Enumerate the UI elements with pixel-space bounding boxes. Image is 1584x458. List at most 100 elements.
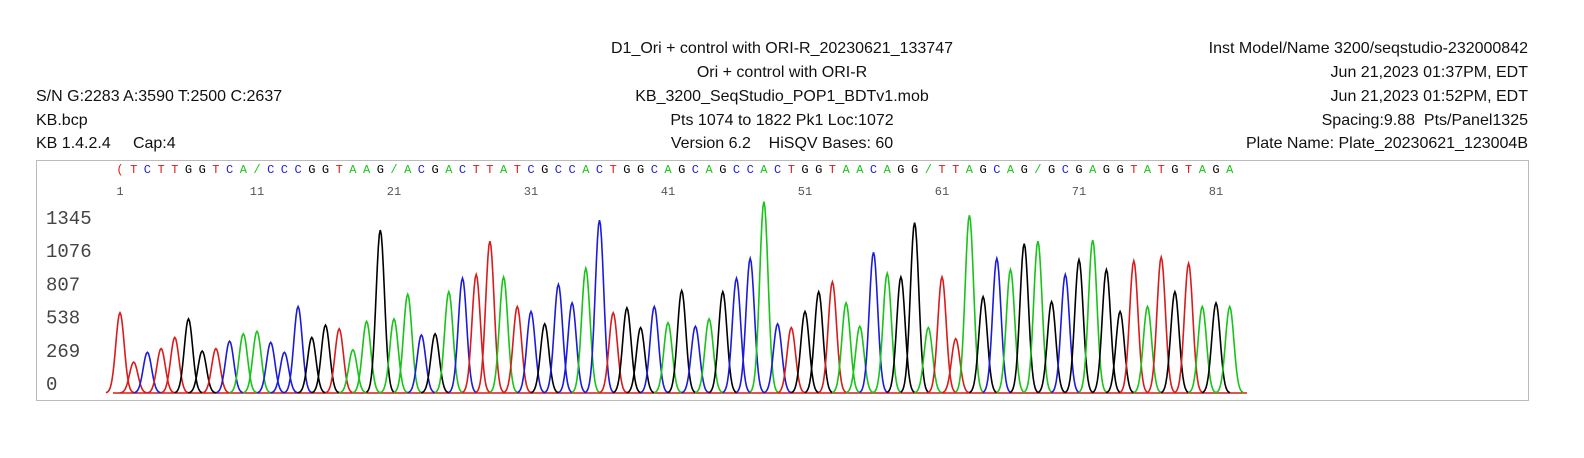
position-label: 41: [661, 185, 675, 199]
base-letter: A: [349, 163, 357, 177]
trace-peak: [352, 319, 381, 394]
trace-peak: [749, 201, 779, 393]
trace-peak: [708, 289, 738, 394]
y-tick-label: 1345: [46, 208, 92, 230]
header-line: KB 1.4.2.4 Cap:4: [36, 135, 176, 153]
trace-peak: [818, 279, 847, 394]
base-letter: C: [418, 163, 425, 177]
base-letter: G: [1075, 163, 1082, 177]
trace-peak: [626, 325, 655, 394]
trace-peak: [160, 336, 190, 394]
trace-peak: [941, 337, 970, 394]
base-letter: C: [733, 163, 740, 177]
trace-peak: [1023, 241, 1053, 394]
position-label: 51: [798, 185, 812, 199]
base-letter: T: [938, 163, 945, 177]
base-letter: C: [774, 163, 781, 177]
base-letter: C: [226, 163, 233, 177]
base-letter: A: [582, 163, 590, 177]
base-letter: C: [267, 163, 274, 177]
header-line: Inst Model/Name 3200/seqstudio-232000842: [1208, 40, 1528, 58]
trace-peak: [338, 348, 368, 394]
header-line: Pts 1074 to 1822 Pk1 Loc:1072: [670, 111, 894, 129]
base-letter: G: [185, 163, 192, 177]
trace-peak: [571, 265, 601, 394]
header-line: Ori + control with ORI-R: [696, 64, 868, 82]
base-letter: T: [610, 163, 617, 177]
header-line: D1_Ori + control with ORI-R_20230621_133…: [611, 40, 953, 58]
trace-peak: [927, 274, 957, 394]
base-letter: A: [445, 163, 453, 177]
base-letter: T: [1130, 163, 1137, 177]
trace-peak: [653, 320, 683, 394]
trace-peak: [324, 327, 354, 394]
base-letter: C: [692, 163, 699, 177]
header-line: Jun 21,2023 01:52PM, EDT: [1330, 87, 1528, 105]
header-center: D1_Ori + control with ORI-R_20230621_133…: [36, 36, 1528, 156]
base-letter: A: [404, 163, 412, 177]
base-letter: T: [486, 163, 493, 177]
trace-peak: [229, 332, 258, 394]
position-label: 61: [935, 185, 949, 199]
base-letter: G: [322, 163, 329, 177]
base-letter: T: [212, 163, 219, 177]
trace-peak: [448, 275, 477, 394]
header: S/N G:2283 A:3590 T:2500 C:2637 KB.bcp KB …: [36, 36, 1528, 156]
base-letter: G: [637, 163, 644, 177]
chart-frame: [36, 160, 1529, 401]
base-letter: C: [527, 163, 534, 177]
trace-peak: [886, 274, 916, 394]
trace-peak: [1160, 289, 1190, 394]
base-letter: /: [1034, 163, 1041, 177]
base-letter: G: [623, 163, 630, 177]
base-letter: G: [815, 163, 822, 177]
base-letter: A: [1144, 163, 1152, 177]
trace-peak: [900, 222, 930, 393]
base-letter: T: [829, 163, 836, 177]
trace-peak: [585, 220, 614, 393]
y-tick-label: 0: [46, 374, 57, 396]
base-letter: G: [719, 163, 726, 177]
trace-peak: [146, 347, 176, 394]
trace-peak: [640, 304, 669, 394]
base-letter: A: [240, 163, 248, 177]
trace-peak: [119, 361, 148, 394]
trace-peak: [667, 288, 697, 394]
header-line: KB.bcp: [36, 111, 88, 129]
trace-peak: [1174, 260, 1204, 394]
trace-peak: [1009, 243, 1039, 394]
trace-peak: [475, 241, 505, 394]
trace-peak: [133, 351, 162, 394]
base-letter: C: [555, 163, 562, 177]
base-letter: T: [157, 163, 164, 177]
trace-peak: [201, 347, 231, 394]
position-label: 71: [1072, 185, 1086, 199]
base-letter: A: [705, 163, 713, 177]
base-letter: C: [596, 163, 603, 177]
trace-peak: [831, 300, 861, 394]
position-label: 1: [116, 185, 123, 199]
base-letter: T: [473, 163, 480, 177]
base-letter: A: [1226, 163, 1234, 177]
base-letter: G: [431, 163, 438, 177]
trace-peak: [407, 333, 436, 394]
trace-peak: [283, 304, 313, 394]
base-letter: T: [1185, 163, 1192, 177]
base-letter: A: [1199, 163, 1207, 177]
trace-peak: [845, 324, 875, 394]
base-letter: C: [993, 163, 1000, 177]
base-letter: A: [664, 163, 672, 177]
trace-peak: [996, 266, 1025, 394]
trace-peak: [914, 325, 943, 394]
trace-peak: [612, 305, 642, 394]
trace-peak: [365, 229, 395, 394]
trace-peak: [681, 324, 710, 394]
trace-peak: [954, 215, 984, 393]
trace-peak: [1133, 304, 1162, 394]
header-line: Version 6.2 HiSQV Bases: 60: [670, 135, 894, 153]
base-letter: G: [897, 163, 904, 177]
trace-peak: [1188, 304, 1217, 394]
trace-peak: [1119, 257, 1149, 394]
trace-peak: [777, 325, 806, 394]
trace-peak: [256, 341, 285, 394]
